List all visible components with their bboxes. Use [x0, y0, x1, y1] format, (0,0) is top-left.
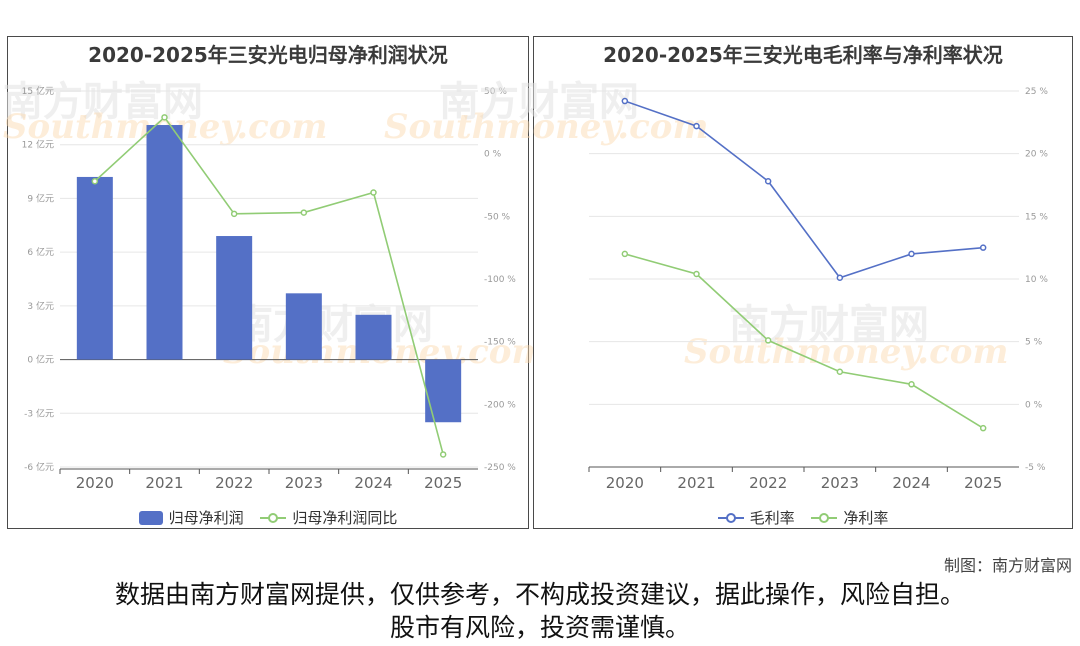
disclaimer-line: 数据由南方财富网提供，仅供参考，不构成投资建议，据此操作，风险自担。 [114, 580, 965, 609]
yoy-growth-line [94, 116, 444, 455]
line-point [370, 189, 377, 196]
line-point [764, 337, 772, 344]
line-point [764, 177, 772, 185]
chart-legend: 归母净利润 归母净利润同比 [8, 507, 528, 529]
legend-item-bar[interactable]: 归母净利润 [138, 507, 244, 528]
line-point [621, 250, 629, 258]
line-point [161, 114, 168, 121]
y-tick-label-right: 10 % [1025, 275, 1048, 285]
margin-chart-panel: 南方财富网 Southmoney.com 南方财富网 Southmoney.co… [384, 36, 1073, 529]
legend-item-gross[interactable]: 毛利率 [717, 507, 795, 528]
y-tick-label-right: 0 % [1025, 400, 1043, 410]
y-tick-label-right: -50 % [484, 212, 511, 222]
y-tick-label-left: 15 亿元 [22, 85, 54, 97]
line-point [693, 122, 700, 130]
y-tick-label-right: -150 % [484, 338, 516, 348]
x-tick-label: 2020 [76, 474, 114, 492]
margin-chart: 25 % 20 % 15 % 10 % 5 % 0 % -5 % 2020 2021 2022 20… [588, 87, 1048, 492]
y-tick-label-right: 50 % [484, 87, 507, 97]
y-tick-label-left: 6 亿元 [27, 246, 54, 258]
y-tick-label-left: 0 亿元 [27, 354, 54, 366]
legend-item-line[interactable]: 归母净利润同比 [260, 507, 397, 528]
y-tick-label-right: 20 % [1025, 150, 1048, 160]
x-tick-label: 2024 [354, 474, 392, 492]
x-tick-label: 2025 [964, 474, 1002, 492]
line-point [91, 177, 99, 185]
x-tick-label: 2025 [424, 474, 462, 492]
line-point [979, 244, 987, 251]
line-point [836, 274, 844, 281]
x-tick-label: 2022 [215, 474, 253, 492]
line-marker-icon [260, 512, 287, 523]
chart-title: 2020-2025年三安光电毛利率与净利率状况 [603, 43, 1003, 67]
line-point [908, 250, 915, 258]
bar [76, 176, 113, 360]
chart-legend: 毛利率 净利率 [534, 507, 1072, 529]
y-tick-label-left: 3 亿元 [27, 300, 54, 312]
y-tick-label-right: -5 % [1025, 463, 1046, 473]
y-tick-label-left: -6 亿元 [24, 461, 54, 473]
bar [355, 314, 392, 360]
y-tick-label-right: -250 % [484, 463, 516, 473]
disclaimer: 数据由南方财富网提供，仅供参考，不构成投资建议，据此操作，风险自担。 股市有风险… [0, 578, 1080, 644]
x-tick-label: 2020 [606, 474, 644, 492]
line-point [836, 368, 844, 375]
legend-label: 毛利率 [749, 509, 795, 527]
legend-label: 净利率 [843, 509, 889, 527]
x-tick-label: 2024 [892, 474, 930, 492]
y-tick-label-right: 25 % [1025, 87, 1048, 97]
y-tick-label-right: -100 % [484, 275, 516, 285]
y-tick-label-left: -3 亿元 [24, 407, 54, 419]
line-point [979, 424, 987, 432]
gross-margin-line [624, 100, 984, 279]
line-marker-icon [717, 512, 744, 523]
chart-credit: 制图：南方财富网 [943, 556, 1072, 575]
line-point [908, 381, 915, 388]
line-point [300, 209, 308, 216]
y-tick-label-right: 5 % [1025, 338, 1043, 348]
line-point [693, 270, 700, 278]
disclaimer-line: 股市有风险，投资需谨慎。 [389, 613, 690, 642]
line-point [230, 210, 238, 218]
net-profit-chart: 15 亿元 12 亿元 9 亿元 6 亿元 3 亿元 0 亿元 -3 亿元 -6 亿元 50 %… [22, 85, 517, 492]
x-tick-label: 2022 [749, 474, 787, 492]
bar [146, 125, 183, 360]
line-marker-icon [811, 512, 838, 523]
bar [285, 293, 322, 360]
y-tick-label-right: 15 % [1025, 212, 1048, 222]
x-tick-label: 2021 [677, 474, 715, 492]
legend-item-net[interactable]: 净利率 [811, 507, 888, 528]
net-margin-line [624, 253, 984, 429]
line-point [439, 451, 447, 458]
y-tick-label-left: 12 亿元 [22, 139, 54, 151]
y-tick-label-right: -200 % [484, 400, 516, 410]
y-tick-label-right: 0 % [484, 150, 502, 160]
bar [216, 236, 253, 360]
x-tick-label: 2023 [821, 474, 859, 492]
legend-label: 归母净利润 [168, 509, 244, 527]
chart-title: 2020-2025年三安光电归母净利润状况 [88, 43, 448, 67]
bar-swatch-icon [138, 510, 163, 525]
legend-label: 归母净利润同比 [292, 509, 398, 527]
y-tick-label-left: 9 亿元 [27, 192, 54, 204]
line-point [621, 97, 629, 105]
x-tick-label: 2021 [145, 474, 183, 492]
bar [425, 359, 462, 423]
net-profit-chart-panel: 南方财富网 Southmoney.com 南方财富网 Southmoney.co… [3, 36, 547, 529]
x-tick-label: 2023 [285, 474, 323, 492]
